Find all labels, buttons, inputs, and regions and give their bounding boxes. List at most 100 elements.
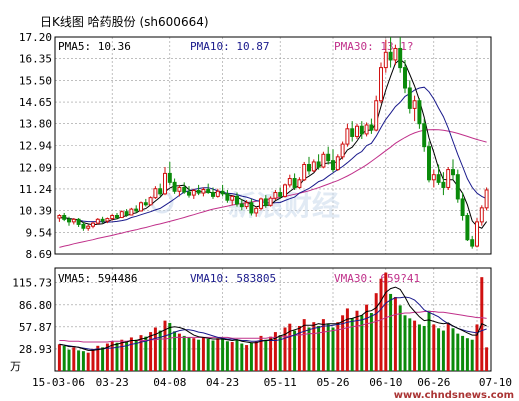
- candle-body: [441, 181, 446, 188]
- candle-body: [335, 156, 340, 171]
- candle-body: [110, 214, 115, 220]
- volume-bar: [475, 324, 479, 371]
- volume-bar: [254, 341, 258, 371]
- candle-body: [412, 100, 417, 109]
- candle-body: [263, 198, 268, 206]
- volume-bar: [470, 339, 474, 371]
- volume-bar: [273, 332, 277, 371]
- volume-legend: VMA5: 594486 VMA10: 583805 VMA30: 659?41: [58, 272, 420, 285]
- candle-body: [239, 203, 244, 208]
- volume-bar: [206, 338, 210, 371]
- price-tick-label: 8.69: [26, 248, 53, 261]
- candle-body: [479, 207, 484, 223]
- candle-body: [148, 197, 153, 206]
- volume-bar: [465, 338, 469, 371]
- candle-body: [105, 218, 110, 222]
- date-tick-label: 04-23: [206, 376, 239, 389]
- candle-body: [417, 100, 422, 125]
- volume-bar: [144, 336, 148, 371]
- volume-bar: [230, 342, 234, 371]
- candle-body: [211, 192, 215, 197]
- candle-body: [115, 214, 119, 219]
- volume-bar: [197, 339, 201, 371]
- candle-body: [76, 218, 81, 225]
- volume-moving-averages: [59, 286, 487, 351]
- candle-body: [182, 186, 187, 193]
- vma10-legend: VMA10: 583805: [190, 272, 276, 285]
- volume-bar: [350, 318, 354, 371]
- candle-body: [187, 191, 191, 196]
- volume-bar: [91, 348, 95, 371]
- candle-body: [215, 190, 220, 197]
- candle-body: [340, 143, 345, 158]
- candle-body: [302, 163, 307, 181]
- volume-bar: [67, 349, 71, 371]
- volume-bar: [77, 350, 81, 371]
- candle-body: [244, 202, 249, 208]
- volume-bar: [393, 296, 397, 371]
- candle-body: [81, 223, 86, 229]
- candle-body: [287, 178, 292, 186]
- candle-body: [379, 67, 383, 102]
- candle-body: [393, 47, 398, 61]
- volume-bar: [317, 325, 321, 371]
- candle-body: [297, 179, 302, 188]
- volume-bar: [345, 308, 349, 371]
- candle-body: [163, 172, 167, 195]
- candle-body: [359, 125, 364, 135]
- volume-bar: [307, 327, 311, 371]
- volume-bar: [105, 343, 109, 371]
- candle-body: [259, 198, 263, 209]
- volume-tick-label: 86.80: [19, 299, 52, 312]
- volume-bar: [413, 320, 417, 371]
- volume-bar: [360, 315, 364, 371]
- candle-body: [484, 189, 489, 209]
- volume-bar: [201, 337, 205, 371]
- candle-body: [465, 214, 470, 241]
- candle-body: [460, 198, 465, 216]
- volume-bar: [384, 272, 388, 371]
- volume-bar: [341, 315, 345, 371]
- volume-tick-label: 28.93: [19, 343, 52, 356]
- candle-body: [455, 174, 460, 200]
- candle-body: [71, 218, 76, 223]
- volume-bar: [192, 338, 196, 371]
- volume-bars: [57, 272, 489, 371]
- volume-bar: [369, 313, 373, 371]
- volume-bar: [417, 324, 421, 371]
- volume-bar: [456, 333, 460, 371]
- volume-bar: [446, 322, 450, 371]
- candle-body: [177, 186, 182, 192]
- date-tick-label: 03-23: [96, 376, 129, 389]
- candle-body: [331, 160, 335, 171]
- candle-body: [403, 67, 407, 89]
- price-tick-label: 10.39: [19, 205, 52, 218]
- volume-bar: [437, 328, 441, 371]
- volume-bar: [57, 344, 61, 371]
- candle-body: [230, 195, 235, 201]
- candlesticks: [57, 37, 489, 249]
- price-tick-label: 9.54: [26, 226, 53, 239]
- price-panel-frame: [54, 36, 492, 255]
- volume-bar: [389, 293, 393, 371]
- volume-bar: [485, 347, 489, 371]
- candle-body: [383, 51, 388, 69]
- chart-title: 日K线图 哈药股份 (sh600664): [40, 15, 209, 29]
- volume-bar: [125, 341, 129, 371]
- candle-body: [62, 214, 67, 220]
- price-tick-label: 14.65: [19, 96, 52, 109]
- volume-bar: [235, 339, 239, 371]
- price-axis: 17.20 16.35 15.50 14.65 13.80 12.94 12.09 11.24…: [19, 31, 52, 261]
- candle-body: [470, 239, 475, 247]
- volume-bar: [62, 345, 66, 371]
- candle-body: [307, 163, 311, 172]
- candle-body: [350, 128, 355, 137]
- candle-body: [206, 188, 211, 194]
- candle-body: [268, 197, 273, 206]
- vma30-legend: VMA30: 659?41: [334, 272, 420, 285]
- candle-body: [398, 47, 403, 69]
- volume-bar: [101, 347, 105, 371]
- candle-body: [220, 190, 225, 195]
- candle-body: [129, 208, 134, 216]
